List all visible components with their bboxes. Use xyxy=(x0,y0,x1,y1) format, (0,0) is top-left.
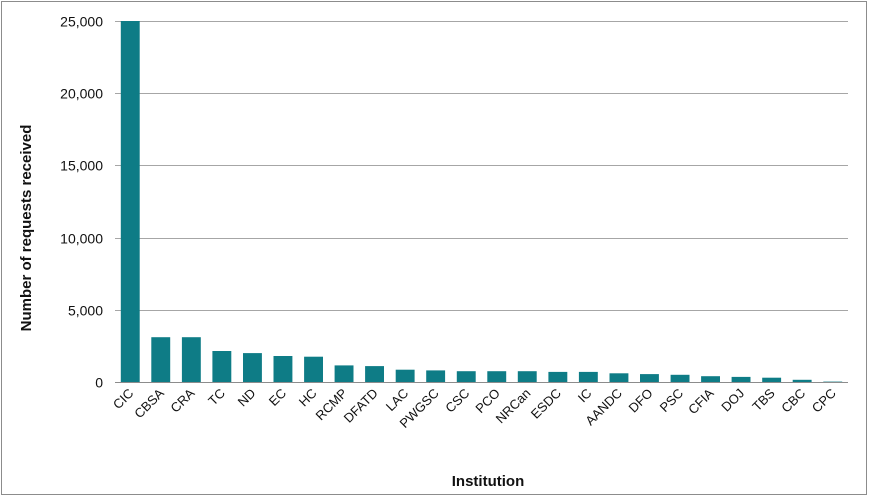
y-axis-ticks: 0 5,000 10,000 15,000 20,000 25,000 xyxy=(60,14,103,391)
x-tick-label: TBS xyxy=(749,385,778,414)
bar-cbc xyxy=(792,379,812,382)
x-tick-label: CRA xyxy=(167,385,197,415)
bar-pco xyxy=(487,371,507,382)
x-tick-label: CIC xyxy=(110,386,136,412)
x-axis-title: Institution xyxy=(452,473,524,490)
bar-tbs xyxy=(762,377,782,382)
bar-lac xyxy=(395,369,415,382)
bar-nrcan xyxy=(517,371,537,382)
x-tick-label: DOJ xyxy=(718,386,747,415)
bar-esdc xyxy=(548,371,568,382)
bar-cic xyxy=(120,21,140,382)
y-tick-label: 20,000 xyxy=(60,86,103,102)
x-tick-label: CBC xyxy=(778,386,808,416)
bar-cfia xyxy=(701,376,720,382)
bar-cbsa xyxy=(151,337,171,382)
bar-dfatd xyxy=(365,366,384,382)
x-tick-label: PSC xyxy=(657,386,687,416)
x-tick-label: HC xyxy=(296,386,320,410)
x-tick-label: TC xyxy=(205,386,228,409)
x-tick-label: ND xyxy=(235,386,259,410)
y-tick-label: 15,000 xyxy=(60,158,103,174)
bar-psc xyxy=(670,374,690,382)
bar-aandc xyxy=(609,373,629,382)
gridlines xyxy=(115,21,848,383)
bar-ic xyxy=(578,371,598,382)
x-tick-label: CPC xyxy=(809,386,839,416)
bar-rcmp xyxy=(334,365,354,382)
x-tick-label: CBSA xyxy=(131,385,167,421)
x-tick-label: CFIA xyxy=(685,385,717,417)
x-tick-label: IC xyxy=(575,386,595,406)
x-tick-label: CSC xyxy=(442,386,472,416)
x-tick-label: ESDC xyxy=(528,386,564,422)
y-tick-label: 10,000 xyxy=(60,231,103,247)
x-tick-label: DFATD xyxy=(341,386,381,426)
x-tick-label: EC xyxy=(266,386,289,409)
bar-ec xyxy=(273,356,293,382)
bar-nd xyxy=(243,353,262,382)
y-tick-label: 25,000 xyxy=(60,14,103,30)
bar-cra xyxy=(181,337,201,382)
bar-dfo xyxy=(640,374,659,382)
x-tick-label: DFO xyxy=(626,386,656,416)
y-axis-title: Number of requests received xyxy=(18,125,35,332)
x-tick-label: NRCan xyxy=(493,386,534,427)
bar-doj xyxy=(731,376,751,382)
y-tick-label: 5,000 xyxy=(68,303,103,319)
bar-csc xyxy=(456,371,476,382)
bar-pwgsc xyxy=(426,370,446,382)
bar-tc xyxy=(212,351,232,382)
bars xyxy=(120,21,843,382)
bar-hc xyxy=(304,356,323,382)
y-tick-label: 0 xyxy=(95,375,103,391)
